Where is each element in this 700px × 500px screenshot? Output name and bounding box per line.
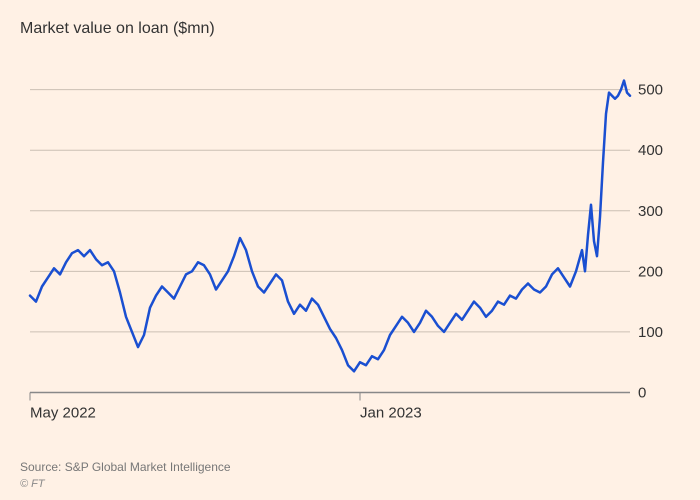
- source-text: Source: S&P Global Market Intelligence: [20, 460, 680, 474]
- x-axis-label: May 2022: [30, 405, 96, 422]
- series-line: [30, 81, 630, 372]
- y-axis-label: 400: [638, 142, 663, 159]
- y-axis-label: 200: [638, 263, 663, 280]
- chart-svg: 0 100 200 300 400 500 May 2022 Jan 2023: [20, 53, 680, 442]
- chart-subtitle: Market value on loan ($mn): [20, 20, 680, 38]
- chart-container: Market value on loan ($mn) 0 100 200 300 400…: [0, 0, 700, 500]
- chart-area: 0 100 200 300 400 500 May 2022 Jan 2023: [20, 53, 680, 442]
- x-axis-label: Jan 2023: [360, 405, 422, 422]
- y-axis-label: 500: [638, 82, 663, 99]
- copyright-text: © FT: [20, 478, 680, 490]
- y-axis-label: 300: [638, 203, 663, 220]
- y-axis-label: 100: [638, 324, 663, 341]
- y-axis-label: 0: [638, 385, 646, 402]
